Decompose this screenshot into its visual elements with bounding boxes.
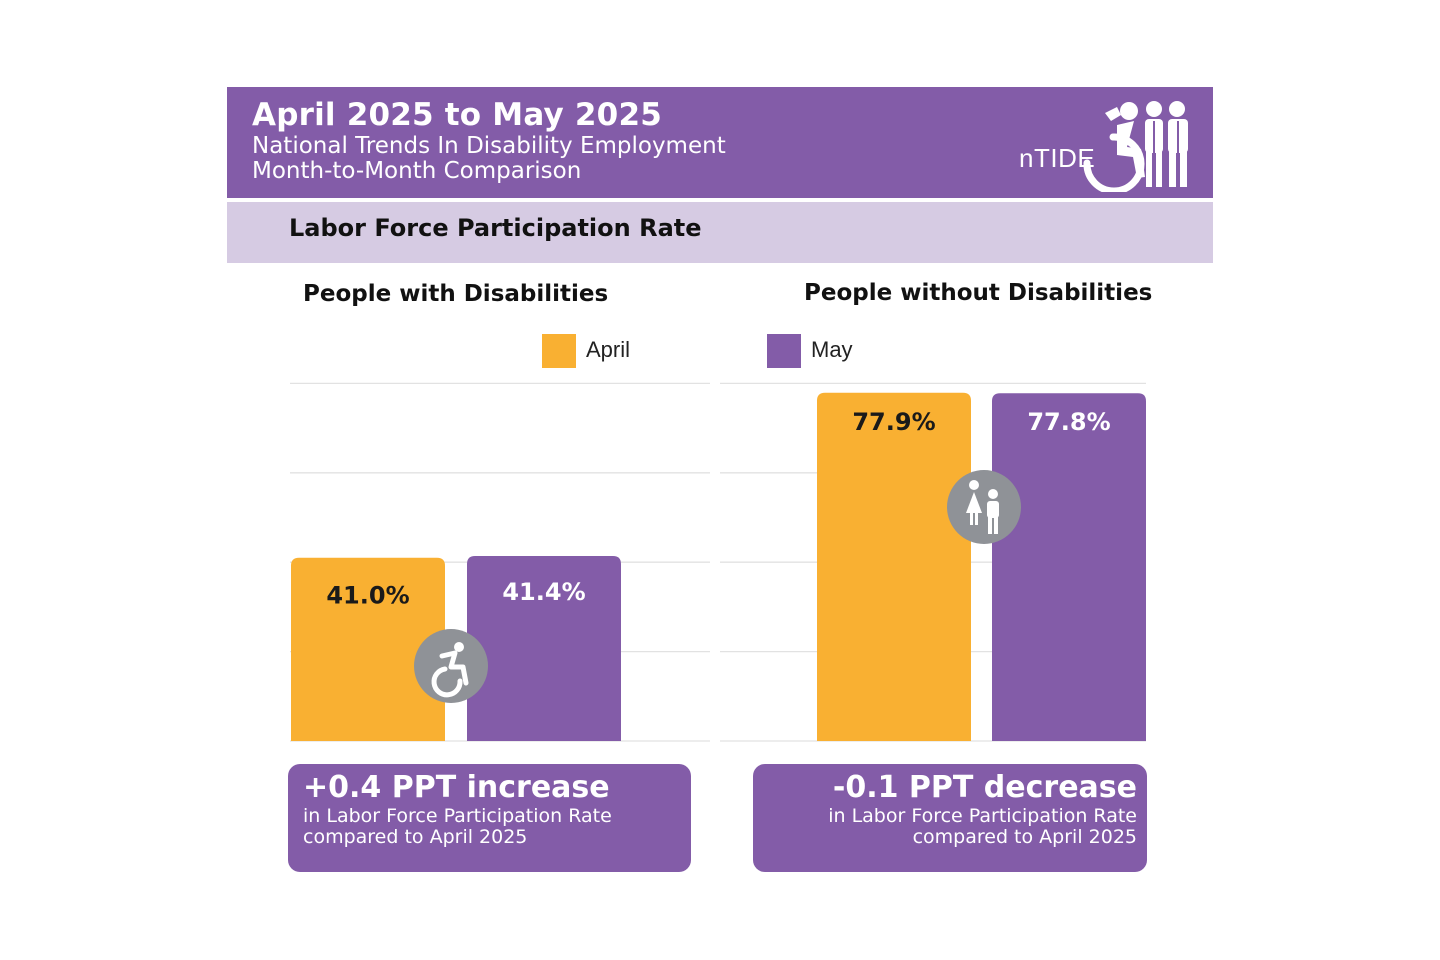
summary-box-without-disabilities: -0.1 PPT decrease in Labor Force Partici… (753, 764, 1147, 872)
metric-label: Labor Force Participation Rate (289, 214, 702, 242)
ntide-logo-icon (1083, 101, 1188, 192)
data-label: 41.0% (326, 582, 409, 610)
legend-label-may: May (811, 337, 853, 362)
bar-april (291, 557, 445, 741)
summary-headline: -0.1 PPT decrease (832, 770, 1137, 805)
data-label: 41.4% (502, 578, 585, 606)
summary-detail-line-1: in Labor Force Participation Rate (303, 805, 612, 827)
panel-title-without-disabilities: People without Disabilities (804, 280, 1153, 306)
data-label: 77.8% (1027, 408, 1110, 436)
legend-swatch-may (767, 334, 801, 368)
legend-swatch-april (542, 334, 576, 368)
legend-label-april: April (586, 337, 631, 362)
bar-may (992, 393, 1146, 741)
summary-headline: +0.4 PPT increase (303, 770, 610, 805)
people-icon (947, 470, 1021, 544)
data-label: 77.9% (852, 408, 935, 436)
summary-detail-line-2: compared to April 2025 (912, 826, 1137, 848)
metric-band: Labor Force Participation Rate (227, 202, 1213, 263)
page-subtitle: National Trends In Disability Employment… (252, 134, 726, 184)
bar-may (467, 555, 621, 741)
panel-title-with-disabilities: People with Disabilities (303, 281, 609, 307)
summary-detail: in Labor Force Participation Rate compar… (303, 806, 612, 848)
summary-detail-line-2: compared to April 2025 (303, 826, 528, 848)
subtitle-line-2: Month-to-Month Comparison (252, 158, 582, 184)
header-banner: April 2025 to May 2025 National Trends I… (227, 87, 1213, 198)
summary-box-with-disabilities: +0.4 PPT increase in Labor Force Partici… (288, 764, 691, 872)
summary-detail-line-1: in Labor Force Participation Rate (828, 805, 1137, 827)
wheelchair-icon (414, 629, 488, 703)
summary-detail: in Labor Force Participation Rate compar… (828, 806, 1137, 848)
bar-april (817, 392, 971, 741)
page-title: April 2025 to May 2025 (252, 97, 662, 133)
logo-text: nTIDE (1019, 143, 1096, 173)
subtitle-line-1: National Trends In Disability Employment (252, 133, 726, 159)
